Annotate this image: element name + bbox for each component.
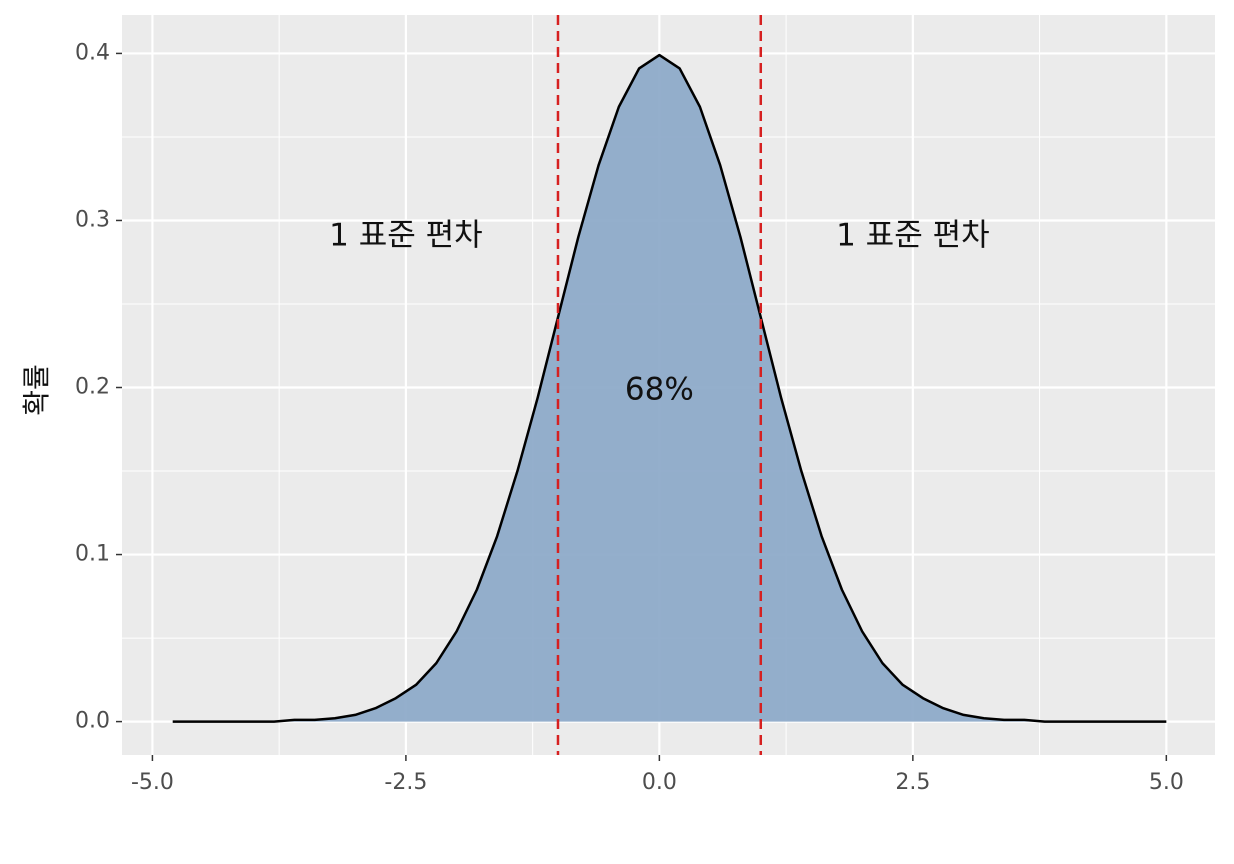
density-line (172, 53, 1167, 723)
y-tick-label: 0.3 (75, 207, 110, 232)
annotation: 68% (625, 371, 694, 407)
x-tick-label: -5.0 (131, 770, 174, 795)
x-tick-label: 2.5 (895, 770, 930, 795)
x-tick-label: 0.0 (642, 770, 677, 795)
y-tick-label: 0.1 (75, 542, 110, 567)
x-tick-label: 5.0 (1149, 770, 1184, 795)
y-tick-label: 0.2 (75, 375, 110, 400)
x-tick-label: -2.5 (384, 770, 427, 795)
y-tick-label: 0.4 (75, 40, 110, 65)
annotation: 1 표준 편차 (329, 218, 483, 254)
y-tick-label: 0.0 (75, 709, 110, 734)
area (172, 55, 1167, 722)
y-axis-title: 확률 (20, 364, 53, 416)
annotation: 1 표준 편차 (836, 218, 990, 254)
